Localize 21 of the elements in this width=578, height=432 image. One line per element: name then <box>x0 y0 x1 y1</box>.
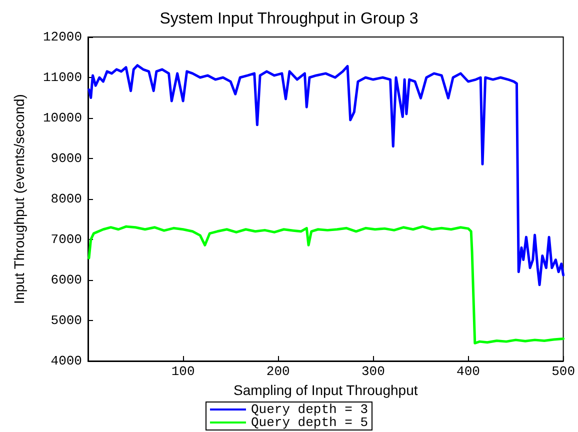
x-axis-title: Sampling of Input Throughput <box>234 382 418 398</box>
y-tick-label: 9000 <box>50 151 82 166</box>
x-tick-label: 400 <box>456 364 480 379</box>
line-series <box>88 225 565 344</box>
y-tick-label: 10000 <box>42 110 82 126</box>
x-tick-label: 500 <box>552 364 575 379</box>
chart-title: System Input Throughput in Group 3 <box>160 10 418 28</box>
x-tick-label: 100 <box>171 364 195 379</box>
y-axis-title: Input Throughput (events/second) <box>11 94 27 304</box>
y-tick-label: 7000 <box>50 232 82 247</box>
line-series <box>88 64 565 286</box>
y-tick-label: 11000 <box>42 70 82 85</box>
x-tick-label: 300 <box>361 364 385 379</box>
x-tick-label: 200 <box>266 364 290 379</box>
y-tick-label: 6000 <box>50 272 82 288</box>
legend-label: Query depth = 3 <box>250 402 368 417</box>
y-tick-label: 5000 <box>50 313 82 328</box>
y-tick-label: 8000 <box>50 192 82 206</box>
legend-label: Query depth = 5 <box>250 415 368 430</box>
y-tick-label: 12000 <box>42 30 82 44</box>
y-tick-label: 4000 <box>50 354 82 368</box>
